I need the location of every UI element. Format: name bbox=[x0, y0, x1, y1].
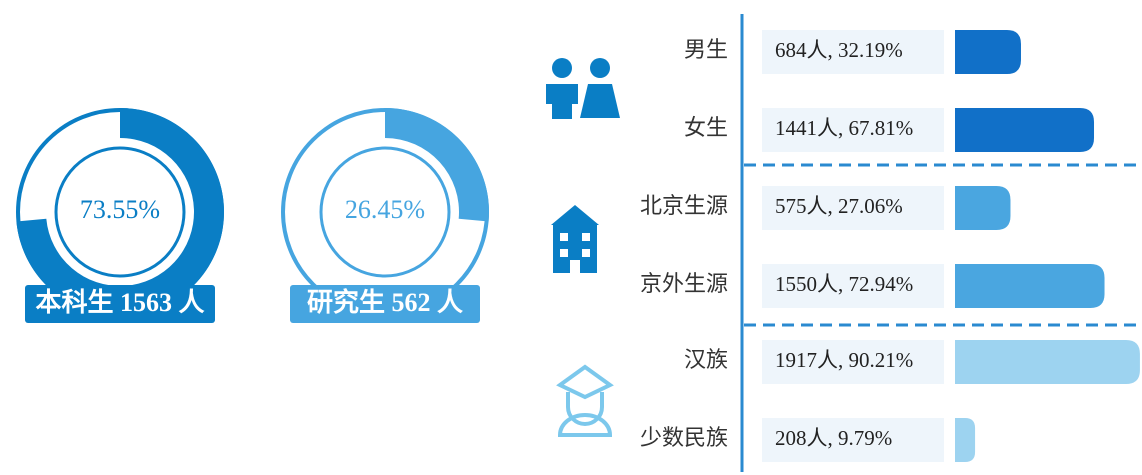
label-box bbox=[762, 108, 944, 152]
label-box bbox=[762, 418, 944, 462]
row-name: 汉族 bbox=[684, 347, 728, 372]
donut-arc bbox=[385, 108, 490, 222]
label-box bbox=[762, 340, 944, 384]
row-name: 京外生源 bbox=[640, 271, 728, 296]
row-name: 少数民族 bbox=[640, 425, 728, 450]
building-icon bbox=[551, 205, 599, 273]
row-label: 1917人, 90.21% bbox=[775, 348, 913, 372]
row-label: 208人, 9.79% bbox=[775, 426, 892, 450]
caption-box bbox=[25, 285, 215, 323]
row-label: 1550人, 72.94% bbox=[775, 272, 913, 296]
donut-inner bbox=[54, 146, 186, 278]
caption-box bbox=[290, 285, 480, 323]
row-label: 575人, 27.06% bbox=[775, 194, 903, 218]
bar bbox=[955, 340, 1140, 384]
gender-icon bbox=[546, 58, 620, 119]
row-label: 1441人, 67.81% bbox=[775, 116, 913, 140]
row-name: 北京生源 bbox=[640, 193, 728, 218]
caption: 本科生 1563 人 bbox=[35, 288, 204, 317]
donut-inner bbox=[319, 146, 451, 278]
bar bbox=[955, 108, 1095, 152]
bar bbox=[955, 418, 976, 462]
caption: 研究生 562 人 bbox=[307, 287, 463, 317]
bar bbox=[955, 30, 1021, 74]
label-box bbox=[762, 264, 944, 308]
bar bbox=[955, 186, 1011, 230]
donut-value: 26.45% bbox=[345, 195, 425, 224]
person-icon bbox=[556, 364, 614, 437]
label-box bbox=[762, 186, 944, 230]
label-box bbox=[762, 30, 944, 74]
row-name: 男生 bbox=[684, 37, 728, 62]
donut-value: 73.55% bbox=[80, 195, 160, 224]
row-name: 女生 bbox=[684, 115, 728, 140]
bar bbox=[955, 264, 1105, 308]
row-label: 684人, 32.19% bbox=[775, 38, 903, 62]
